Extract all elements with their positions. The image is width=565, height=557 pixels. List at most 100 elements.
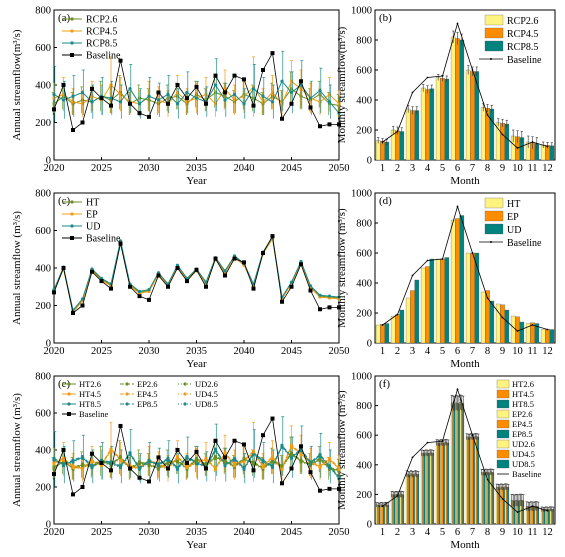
data-point [156, 273, 161, 278]
data-point [90, 460, 94, 464]
bar [414, 110, 420, 161]
y-tick-label: 800 [35, 189, 51, 200]
data-point [194, 458, 199, 462]
x-tick-label: 2025 [91, 163, 112, 174]
x-tick-label: 12 [542, 527, 553, 538]
bar [470, 436, 472, 525]
bar [540, 329, 546, 344]
bar [417, 474, 420, 525]
bar [510, 315, 516, 344]
y-tick-label: 0 [367, 520, 372, 531]
data-point [80, 90, 85, 95]
data-point [299, 79, 303, 84]
data-point [213, 256, 218, 261]
x-axis-label: Month [450, 358, 480, 370]
x-tick-label: 1 [380, 346, 385, 357]
bar [459, 215, 465, 344]
bar [381, 504, 384, 525]
data-point [109, 449, 113, 453]
data-point [80, 467, 85, 472]
x-tick-label: 2030 [139, 346, 160, 357]
baseline-point [501, 497, 504, 500]
data-point [280, 445, 284, 449]
x-tick-label: 2030 [139, 527, 160, 538]
data-point [109, 103, 113, 108]
data-point [270, 465, 275, 470]
data-point [261, 460, 265, 464]
data-point [337, 477, 341, 481]
data-point [242, 460, 246, 464]
baseline-point [531, 141, 534, 143]
series-HT [375, 219, 546, 344]
data-point [299, 460, 303, 464]
bar [432, 453, 435, 525]
bar [398, 494, 400, 525]
legend-label: Baseline [79, 409, 108, 419]
data-point [289, 466, 294, 471]
data-point [118, 423, 123, 428]
x-tick-label: 6 [455, 346, 460, 357]
data-point [137, 294, 142, 299]
x-tick-label: 5 [440, 527, 445, 538]
legend-label: UD [86, 222, 100, 233]
plot-frame [374, 9, 556, 161]
data-point [118, 241, 123, 246]
x-tick-label: 2045 [281, 163, 302, 174]
data-point [289, 90, 294, 95]
legend-marker [70, 41, 74, 45]
data-point [308, 284, 313, 288]
data-point [166, 458, 170, 462]
x-tick-label: 3 [410, 163, 415, 174]
data-point [289, 445, 294, 449]
bar [405, 108, 411, 161]
chart-panel-0: 0 200 400 600 800 2020 2025 2030 2035 2040 2045 205… [11, 6, 350, 188]
data-point [194, 267, 199, 272]
data-point [147, 297, 151, 302]
bar [415, 473, 418, 525]
y-tick-label: 400 [356, 460, 372, 471]
bar [396, 494, 399, 525]
data-point [52, 107, 56, 112]
data-point [261, 251, 265, 255]
data-point [289, 280, 294, 284]
panel-label: (b) [379, 12, 392, 24]
bar [485, 471, 487, 525]
bar [425, 89, 430, 161]
data-point [118, 465, 123, 470]
data-point [232, 438, 237, 443]
bar [385, 504, 388, 525]
data-point [308, 288, 313, 293]
data-point [99, 460, 104, 465]
bar [447, 442, 450, 525]
data-point [308, 105, 313, 110]
data-point [232, 92, 237, 96]
legend-label: EP [86, 210, 98, 221]
y-tick-label: 800 [35, 372, 51, 383]
data-point [232, 73, 237, 78]
legend-label: UD [507, 225, 521, 236]
bar [410, 290, 415, 344]
bar [474, 252, 480, 344]
x-tick-label: 5 [440, 346, 445, 357]
bar [438, 443, 441, 525]
bar [400, 494, 403, 525]
legend-label: Baseline [86, 51, 121, 62]
x-tick-label: 4 [425, 163, 431, 174]
bar [429, 88, 435, 161]
baseline-line [382, 22, 548, 149]
y-axis-label: Annual streamflow(m³/s) [11, 29, 23, 140]
y-tick-label: 800 [356, 401, 372, 412]
bar [471, 436, 474, 525]
series-EP2.6 [379, 394, 548, 525]
data-point [299, 449, 303, 453]
data-point [109, 468, 113, 473]
x-tick-label: 10 [512, 527, 523, 538]
data-point [118, 239, 123, 243]
data-point [232, 464, 237, 468]
baseline-point [396, 494, 399, 497]
bar [422, 453, 425, 525]
data-point [147, 287, 151, 292]
data-point [90, 465, 94, 470]
chart-panel-1: 0 200 400 600 800 1000 (b) Month Monthly streamf… [336, 6, 556, 187]
legend: HT EP UD Baseline [479, 197, 542, 249]
